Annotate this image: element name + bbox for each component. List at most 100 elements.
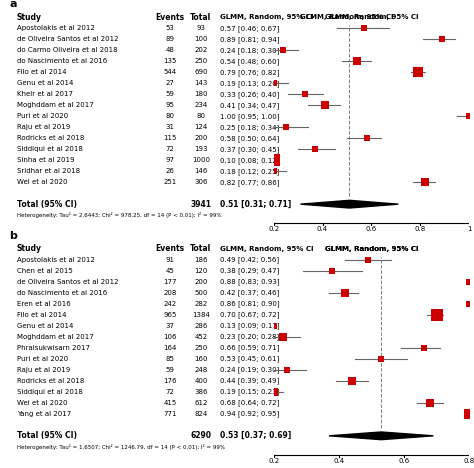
Text: 6290: 6290 [191,431,211,440]
Text: 0.25 [0.18; 0.34]: 0.25 [0.18; 0.34] [220,124,280,131]
Text: 0.57 [0.46; 0.67]: 0.57 [0.46; 0.67] [220,25,280,31]
Text: Apostolakis et al 2012: Apostolakis et al 2012 [17,257,95,263]
Text: 452: 452 [194,334,208,340]
Text: 97: 97 [165,157,174,163]
Text: 0.49 [0.42; 0.56]: 0.49 [0.42; 0.56] [220,256,280,263]
Text: GLMM, Random, 95% CI: GLMM, Random, 95% CI [325,14,418,20]
Text: 0.2: 0.2 [268,226,279,232]
Text: 202: 202 [194,47,208,53]
Text: GLMM, Random, 95% CI: GLMM, Random, 95% CI [300,14,394,20]
Text: Raju et al 2019: Raju et al 2019 [17,367,70,373]
Text: 146: 146 [194,168,208,174]
Text: 115: 115 [163,135,176,141]
Text: 0.89 [0.81; 0.94]: 0.89 [0.81; 0.94] [220,36,280,43]
Text: Kheir et al 2017: Kheir et al 2017 [17,91,73,97]
Text: 965: 965 [163,312,176,318]
Text: 234: 234 [194,102,208,108]
Text: 1384: 1384 [192,312,210,318]
Text: GLMM, Random, 95% CI: GLMM, Random, 95% CI [325,246,418,252]
Text: 282: 282 [194,301,208,307]
Text: 0.4: 0.4 [317,226,328,232]
Text: 0.68 [0.64; 0.72]: 0.68 [0.64; 0.72] [220,400,280,406]
Text: 0.8: 0.8 [464,458,474,464]
Text: 59: 59 [165,367,174,373]
Text: 306: 306 [194,179,208,185]
Text: Apostolakis et al 2012: Apostolakis et al 2012 [17,25,95,31]
Text: 250: 250 [194,345,208,351]
Text: 0.44 [0.39; 0.49]: 0.44 [0.39; 0.49] [220,378,280,384]
Text: Moghddam et al 2017: Moghddam et al 2017 [17,334,93,340]
Text: 135: 135 [163,58,176,64]
Text: 286: 286 [194,323,208,329]
Text: Rodricks et al 2018: Rodricks et al 2018 [17,135,84,141]
Text: 0.23 [0.20; 0.28]: 0.23 [0.20; 0.28] [220,334,280,340]
Text: Total (95% CI): Total (95% CI) [17,431,77,440]
Text: Genu et al 2014: Genu et al 2014 [17,323,73,329]
Text: 180: 180 [194,91,208,97]
Text: 59: 59 [165,91,174,97]
Polygon shape [329,432,433,439]
Text: 0.4: 0.4 [333,458,345,464]
Text: 0.18 [0.12; 0.25]: 0.18 [0.12; 0.25] [220,168,280,175]
Text: Events: Events [155,244,184,253]
Text: 186: 186 [194,257,208,263]
Text: 0.6: 0.6 [366,226,377,232]
Text: 72: 72 [165,389,174,395]
Text: 771: 771 [163,411,177,417]
Text: 415: 415 [163,400,176,406]
Text: Puri et al 2020: Puri et al 2020 [17,113,68,119]
Text: 612: 612 [194,400,208,406]
Text: 3941: 3941 [191,200,211,209]
Text: 0.54 [0.48; 0.60]: 0.54 [0.48; 0.60] [220,58,280,65]
Text: Wei et al 2020: Wei et al 2020 [17,400,67,406]
Text: 200: 200 [194,135,208,141]
Text: 0.37 [0.30; 0.45]: 0.37 [0.30; 0.45] [220,146,280,153]
Text: Rodricks et al 2018: Rodricks et al 2018 [17,378,84,384]
Text: 0.2: 0.2 [268,458,279,464]
Text: Study: Study [17,244,42,253]
Text: Genu et al 2014: Genu et al 2014 [17,80,73,86]
Text: 0.13 [0.09; 0.17]: 0.13 [0.09; 0.17] [220,322,280,329]
Text: 0.38 [0.29; 0.47]: 0.38 [0.29; 0.47] [220,268,280,274]
Text: 193: 193 [194,146,208,152]
Text: 0.51 [0.31; 0.71]: 0.51 [0.31; 0.71] [220,200,292,209]
Text: 160: 160 [194,356,208,362]
Text: 37: 37 [165,323,174,329]
Text: 0.41 [0.34; 0.47]: 0.41 [0.34; 0.47] [220,102,280,109]
Text: Sinha et al 2019: Sinha et al 2019 [17,157,74,163]
Text: 0.42 [0.37; 0.46]: 0.42 [0.37; 0.46] [220,290,280,296]
Text: 0.58 [0.50; 0.64]: 0.58 [0.50; 0.64] [220,135,280,141]
Text: do Nascimento et al 2016: do Nascimento et al 2016 [17,290,107,296]
Text: 45: 45 [165,268,174,274]
Text: 0.94 [0.92; 0.95]: 0.94 [0.92; 0.95] [220,410,280,417]
Text: 0.24 [0.18; 0.30]: 0.24 [0.18; 0.30] [220,47,280,53]
Text: GLMM, Random, 95% CI: GLMM, Random, 95% CI [220,246,314,252]
Text: 0.66 [0.59; 0.71]: 0.66 [0.59; 0.71] [220,344,280,351]
Text: Siddiqui et al 2018: Siddiqui et al 2018 [17,146,82,152]
Text: b: b [9,231,18,241]
Text: 31: 31 [165,124,174,130]
Text: a: a [9,0,17,9]
Text: 242: 242 [163,301,176,307]
Text: 0.8: 0.8 [415,226,426,232]
Text: 27: 27 [165,80,174,86]
Text: 0.79 [0.76; 0.82]: 0.79 [0.76; 0.82] [220,69,280,75]
Text: GLMM, Random, 95% CI: GLMM, Random, 95% CI [325,246,418,252]
Text: 0.6: 0.6 [399,458,410,464]
Text: 0.70 [0.67; 0.72]: 0.70 [0.67; 0.72] [220,312,280,318]
Text: 0.53 [0.37; 0.69]: 0.53 [0.37; 0.69] [220,431,292,440]
Text: Total: Total [191,13,211,22]
Text: 1000: 1000 [192,157,210,163]
Text: 89: 89 [165,36,174,42]
Text: de Oliveira Santos et al 2012: de Oliveira Santos et al 2012 [17,279,118,285]
Text: 176: 176 [163,378,177,384]
Text: 400: 400 [194,378,208,384]
Text: 0.88 [0.83; 0.93]: 0.88 [0.83; 0.93] [220,278,280,285]
Text: 251: 251 [163,179,176,185]
Text: 248: 248 [194,367,208,373]
Text: 690: 690 [194,69,208,75]
Text: do Carmo Oliveira et al 2018: do Carmo Oliveira et al 2018 [17,47,118,53]
Text: Wei et al 2020: Wei et al 2020 [17,179,67,185]
Text: 93: 93 [196,25,205,31]
Text: 164: 164 [163,345,176,351]
